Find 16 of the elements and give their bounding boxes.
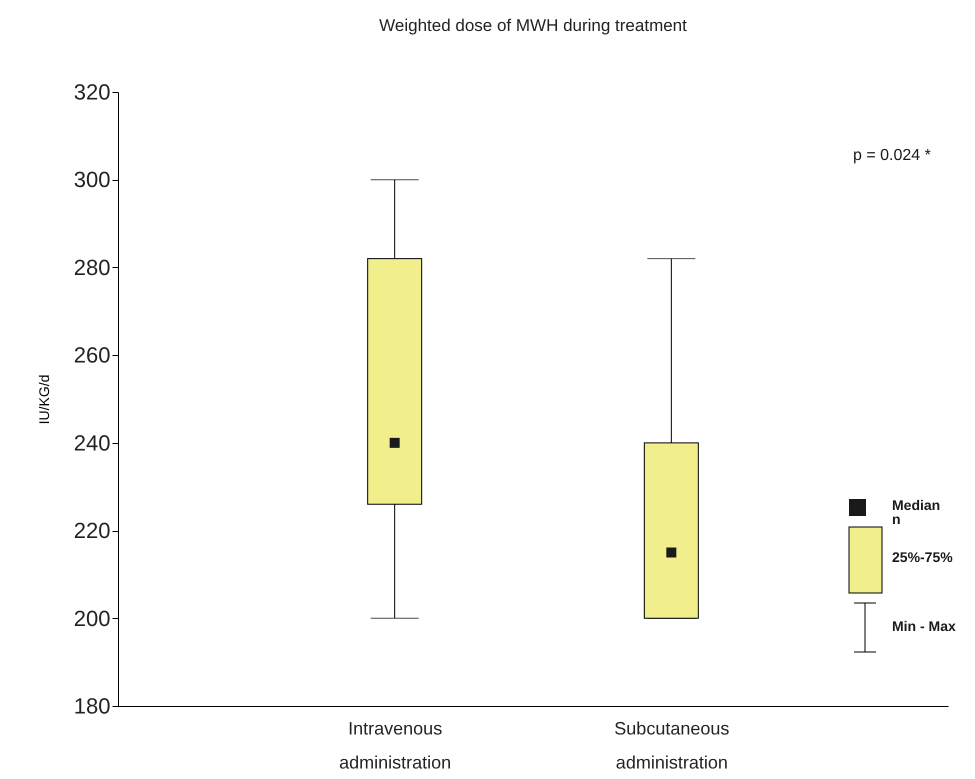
y-tick-label: 180 bbox=[74, 694, 110, 718]
annotation: 25%-75% bbox=[892, 549, 954, 565]
x-tick-label: Intravenous administration bbox=[339, 718, 452, 772]
y-tick-label: 260 bbox=[74, 342, 110, 368]
x-tick-label: Subcutaneous administration bbox=[614, 718, 730, 772]
y-tick-label: 240 bbox=[74, 430, 110, 456]
annotation: Median n bbox=[892, 497, 940, 527]
y-tick-label: 220 bbox=[74, 518, 110, 544]
y-tick-label: 320 bbox=[74, 80, 110, 104]
y-tick-label: 200 bbox=[74, 606, 110, 631]
y-tick-label: 300 bbox=[74, 167, 110, 192]
chart-title: Weighted dose of MWH during treatment bbox=[379, 16, 688, 35]
y-axis-title: IU/KG/d bbox=[36, 374, 52, 424]
y-tick-label: 280 bbox=[74, 254, 110, 280]
annotation: Min - Max bbox=[892, 618, 956, 634]
annotation: p = 0.024 * bbox=[853, 147, 931, 164]
